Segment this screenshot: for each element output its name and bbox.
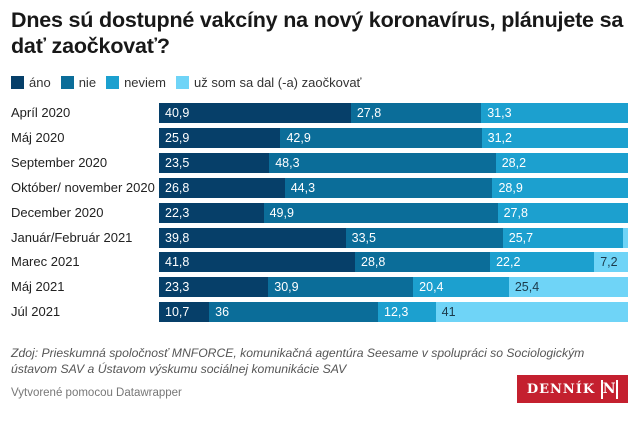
- bar-row: 39,8 33,5 25,7: [159, 228, 628, 248]
- bar-segment-ano: 39,8: [159, 228, 346, 248]
- chart-title: Dnes sú dostupné vakcíny na nový koronav…: [11, 8, 624, 58]
- legend-label: neviem: [124, 75, 166, 90]
- data-label: 27,8: [356, 106, 382, 120]
- legend-label: nie: [78, 75, 97, 90]
- category-label: Marec 2021: [11, 254, 80, 269]
- bar-segment-neviem: 25,7: [502, 228, 624, 248]
- category-label: Október/ november 2020: [11, 180, 155, 195]
- data-label: 48,3: [275, 156, 300, 170]
- bar-segment-uz_som: [623, 228, 628, 248]
- bar-segment-ano: 26,8: [159, 178, 285, 198]
- legend-item-uz_som: už som sa dal (-a) zaočkovať: [175, 75, 362, 90]
- category-label: Máj 2021: [11, 279, 65, 294]
- bar-segment-ano: 23,5: [159, 153, 270, 173]
- category-label: Máj 2020: [11, 130, 65, 145]
- bar-segment-nie: 28,8: [355, 252, 491, 272]
- data-label: 42,9: [286, 131, 311, 145]
- legend-swatch-uz_som: [175, 76, 189, 89]
- data-label: 10,7: [165, 305, 190, 319]
- logo-n-mark: N: [601, 379, 619, 399]
- bar-segment-nie: 36: [209, 302, 378, 322]
- data-label: 22,3: [165, 206, 190, 220]
- category-label: Apríl 2020: [11, 105, 71, 120]
- data-label: 31,2: [487, 131, 512, 145]
- bar-row: 41,8 28,8 22,2 7,2: [159, 252, 628, 272]
- bar-segment-ano: 41,8: [159, 252, 356, 272]
- bar-row: 22,3 49,9 27,8: [159, 203, 628, 223]
- datawrapper-credit[interactable]: Vytvorené pomocou Datawrapper: [11, 387, 182, 399]
- category-label: September 2020: [11, 155, 108, 170]
- data-label: 20,4: [419, 280, 444, 294]
- bar-segment-nie: 44,3: [284, 178, 493, 198]
- data-label: 28,2: [501, 156, 527, 170]
- bar-row: 26,8 44,3 28,9: [159, 178, 628, 198]
- legend-item-ano: áno: [11, 75, 51, 90]
- bar-segment-uz_som: 25,4: [508, 277, 628, 297]
- data-label: 39,8: [165, 231, 190, 245]
- data-label: 41: [441, 305, 456, 319]
- data-label: 33,5: [351, 231, 376, 245]
- data-label: 28,8: [361, 255, 386, 269]
- bar-segment-neviem: 20,4: [413, 277, 509, 297]
- bar-segment-ano: 40,9: [159, 103, 351, 123]
- legend-label: áno: [29, 75, 51, 90]
- bar-segment-ano: 10,7: [159, 302, 210, 322]
- bar-segment-uz_som: 41: [435, 302, 628, 322]
- data-label: 44,3: [290, 181, 316, 195]
- data-label: 23,5: [165, 156, 190, 170]
- source-note: Zdoj: Prieskumná spoločnosť MNFORCE, kom…: [11, 346, 585, 376]
- data-label: 28,9: [498, 181, 523, 195]
- bar-segment-nie: 27,8: [350, 103, 482, 123]
- bar-segment-neviem: 28,9: [492, 178, 628, 198]
- legend-item-neviem: neviem: [106, 75, 166, 90]
- legend-label: už som sa dal (-a) zaočkovať: [193, 75, 362, 90]
- data-label: 27,8: [503, 206, 528, 220]
- bar-segment-nie: 30,9: [268, 277, 414, 297]
- data-label: 25,9: [165, 131, 190, 145]
- bar-row: 23,3 30,9 20,4 25,4: [159, 277, 628, 297]
- bar-row: 40,9 27,8 31,3: [159, 103, 628, 123]
- bar-segment-ano: 25,9: [159, 128, 281, 148]
- data-label: 40,9: [165, 106, 190, 120]
- category-label: Január/Február 2021: [11, 230, 133, 245]
- data-label: 31,3: [487, 106, 512, 120]
- legend-item-nie: nie: [60, 75, 97, 90]
- data-label: 36: [215, 305, 230, 319]
- data-label: 22,2: [496, 255, 521, 269]
- data-label: 7,2: [600, 255, 618, 269]
- data-label: 23,3: [165, 280, 190, 294]
- category-label: December 2020: [11, 205, 104, 220]
- legend: áno nie neviem už som sa dal (-a) zaočkovať: [11, 75, 371, 90]
- bar-segment-uz_som: 7,2: [594, 252, 628, 272]
- bar-segment-nie: 48,3: [269, 153, 496, 173]
- bar-segment-neviem: 27,8: [497, 203, 628, 223]
- data-label: 25,4: [514, 280, 540, 294]
- data-label: 25,7: [508, 231, 534, 245]
- bar-row: 25,9 42,9 31,2: [159, 128, 628, 148]
- data-label: 12,3: [384, 305, 409, 319]
- legend-swatch-nie: [60, 76, 74, 89]
- bar-segment-nie: 42,9: [280, 128, 482, 148]
- legend-swatch-ano: [11, 76, 24, 89]
- data-label: 49,9: [269, 206, 294, 220]
- bar-segment-neviem: 22,2: [490, 252, 595, 272]
- bar-segment-neviem: 31,3: [481, 103, 628, 123]
- bar-segment-neviem: 12,3: [378, 302, 436, 322]
- dennik-n-logo[interactable]: DENNÍK N: [517, 375, 628, 403]
- data-label: 41,8: [165, 255, 190, 269]
- legend-swatch-neviem: [106, 76, 120, 89]
- data-label: 30,9: [274, 280, 299, 294]
- data-label: 26,8: [165, 181, 190, 195]
- bar-row: 23,5 48,3 28,2: [159, 153, 628, 173]
- bar-segment-ano: 23,3: [159, 277, 269, 297]
- bar-segment-nie: 49,9: [263, 203, 498, 223]
- bar-segment-ano: 22,3: [159, 203, 264, 223]
- bar-segment-nie: 33,5: [345, 228, 503, 248]
- bar-segment-neviem: 31,2: [481, 128, 628, 148]
- logo-text: DENNÍK: [526, 381, 596, 397]
- bar-segment-neviem: 28,2: [495, 153, 628, 173]
- bar-row: 10,7 36 12,3 41: [159, 302, 628, 322]
- category-label: Júl 2021: [11, 304, 61, 319]
